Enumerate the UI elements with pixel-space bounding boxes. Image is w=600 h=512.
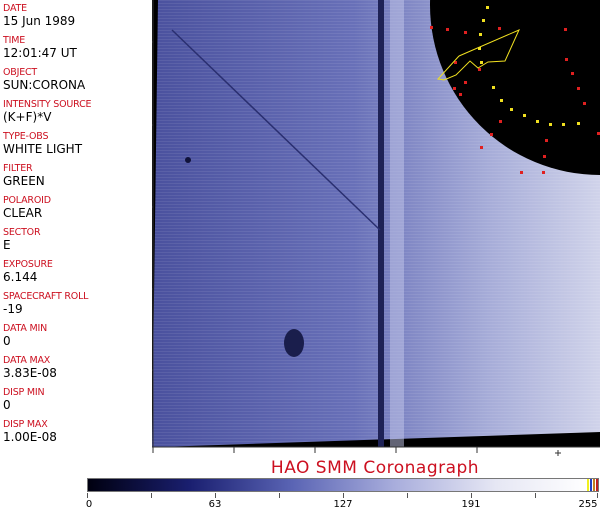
label: TYPE-OBS <box>3 131 49 142</box>
label: FILTER <box>3 163 33 174</box>
occulter-pylon <box>378 0 384 447</box>
label: TIME <box>3 35 26 46</box>
label: DISP MIN <box>3 387 45 398</box>
field-data-min: DATA MIN 0 <box>3 323 47 348</box>
colorbar-end-blue <box>590 479 592 491</box>
field-object: OBJECT SUN:CORONA <box>3 67 85 92</box>
coronagraph-image <box>152 0 600 456</box>
colorbar-label: 191 <box>461 499 481 510</box>
pylon-glow <box>390 0 404 447</box>
field-disp-min: DISP MIN 0 <box>3 387 45 412</box>
value: 6.144 <box>3 270 38 284</box>
field-filter: FILTER GREEN <box>3 163 45 188</box>
colorbar-label: 63 <box>208 499 222 510</box>
field-time: TIME 12:01:47 UT <box>3 35 77 60</box>
value: 3.83E-08 <box>3 366 57 380</box>
colorbar-tick <box>535 493 536 498</box>
label: SECTOR <box>3 227 41 238</box>
colorbar-label: 0 <box>85 499 93 510</box>
colorbar-end-red <box>596 479 598 491</box>
colorbar-tick <box>471 493 472 498</box>
value: 0 <box>3 334 11 348</box>
label: OBJECT <box>3 67 38 78</box>
colorbar-tick <box>215 493 216 498</box>
colorbar-tick <box>343 493 344 498</box>
axis-ticks <box>152 0 600 456</box>
label: EXPOSURE <box>3 259 53 270</box>
colorbar-label: 127 <box>333 499 353 510</box>
value: 0 <box>3 398 11 412</box>
diagonal-streak <box>171 29 381 231</box>
label: DATE <box>3 3 27 14</box>
field-date: DATE 15 Jun 1989 <box>3 3 75 28</box>
field-exposure: EXPOSURE 6.144 <box>3 259 53 284</box>
label: SPACECRAFT ROLL <box>3 291 89 302</box>
instrument-title: HAO SMM Coronagraph <box>270 458 480 478</box>
metadata-panel: DATE 15 Jun 1989 TIME 12:01:47 UT OBJECT SU… <box>0 0 152 447</box>
value: 1.00E-08 <box>3 430 57 444</box>
label: DATA MAX <box>3 355 51 366</box>
colorbar-tick <box>87 493 88 498</box>
field-intensity-source: INTENSITY SOURCE (K+F)*V <box>3 99 92 124</box>
dark-spot-small <box>185 157 191 163</box>
value: 15 Jun 1989 <box>3 14 76 28</box>
label: POLAROID <box>3 195 51 206</box>
colorbar-tick <box>407 493 408 498</box>
value: GREEN <box>3 174 45 188</box>
label: DISP MAX <box>3 419 48 430</box>
colorbar <box>87 478 599 492</box>
field-data-max: DATA MAX 3.83E-08 <box>3 355 57 380</box>
value: -19 <box>3 302 23 316</box>
field-polaroid: POLAROID CLEAR <box>3 195 51 220</box>
value: (K+F)*V <box>3 110 52 124</box>
colorbar-tick <box>597 493 598 498</box>
colorbar-end-orange <box>593 479 595 491</box>
colorbar-end-yellow <box>587 479 589 491</box>
field-type-obs: TYPE-OBS WHITE LIGHT <box>3 131 82 156</box>
field-disp-max: DISP MAX 1.00E-08 <box>3 419 57 444</box>
label: DATA MIN <box>3 323 47 334</box>
grid-markers <box>430 6 600 174</box>
occulter-disk <box>430 0 600 175</box>
label: INTENSITY SOURCE <box>3 99 92 110</box>
field-sector: SECTOR E <box>3 227 41 252</box>
value: 12:01:47 UT <box>3 46 77 60</box>
value: SUN:CORONA <box>3 78 86 92</box>
colorbar-tick <box>279 493 280 498</box>
sector-outline <box>437 29 520 81</box>
colorbar-label: 255 <box>578 499 598 510</box>
value: E <box>3 238 11 252</box>
dark-spot <box>284 329 304 357</box>
colorbar-tick <box>151 493 152 498</box>
value: WHITE LIGHT <box>3 142 83 156</box>
field-spacecraft-roll: SPACECRAFT ROLL -19 <box>3 291 88 316</box>
value: CLEAR <box>3 206 43 220</box>
